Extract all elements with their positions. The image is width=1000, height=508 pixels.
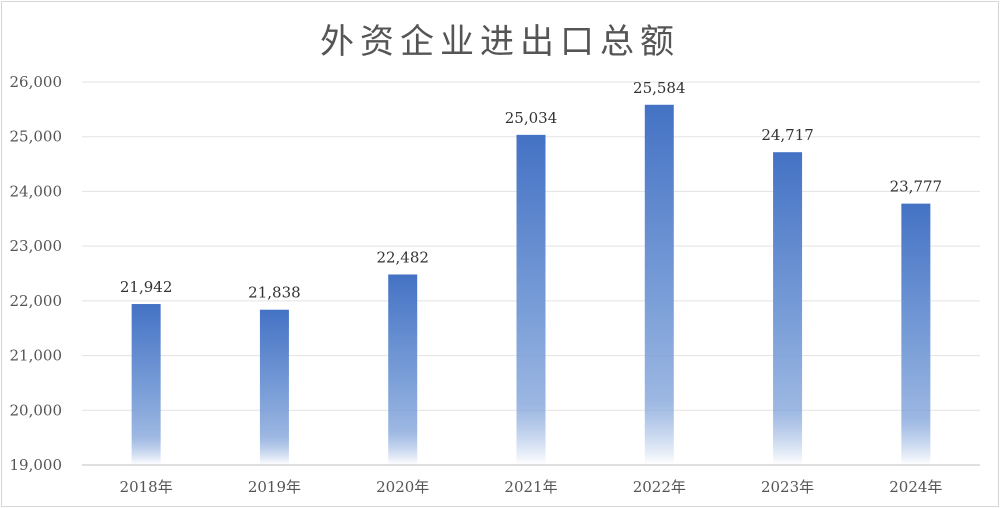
- y-tick-label: 21,000: [10, 347, 63, 365]
- data-label: 25,584: [633, 79, 686, 97]
- bar: [901, 203, 931, 465]
- bar: [259, 309, 289, 465]
- y-tick-label: 20,000: [10, 401, 63, 419]
- data-label: 24,717: [761, 126, 814, 144]
- bar: [388, 274, 418, 465]
- bar: [516, 134, 546, 465]
- x-tick-label: 2020年: [376, 478, 429, 496]
- x-tick-label: 2019年: [248, 478, 301, 496]
- y-tick-label: 25,000: [10, 128, 63, 146]
- x-tick-label: 2021年: [504, 478, 557, 496]
- bar: [131, 304, 161, 465]
- data-label: 23,777: [890, 178, 943, 196]
- y-tick-label: 19,000: [10, 456, 63, 474]
- bar: [644, 104, 674, 466]
- x-tick-label: 2024年: [889, 478, 942, 496]
- data-label: 21,942: [120, 278, 173, 296]
- x-tick-label: 2023年: [761, 478, 814, 496]
- chart-title: 外资企业进出口总额: [320, 22, 680, 62]
- y-tick-label: 26,000: [10, 73, 63, 91]
- y-tick-label: 22,000: [10, 292, 63, 310]
- bar: [773, 152, 803, 465]
- x-tick-label: 2018年: [120, 478, 173, 496]
- data-label: 22,482: [376, 248, 429, 266]
- data-label: 21,838: [248, 284, 301, 302]
- x-tick-label: 2022年: [633, 478, 686, 496]
- data-label: 25,034: [505, 109, 558, 127]
- y-tick-label: 23,000: [10, 237, 63, 255]
- y-tick-label: 24,000: [10, 182, 63, 200]
